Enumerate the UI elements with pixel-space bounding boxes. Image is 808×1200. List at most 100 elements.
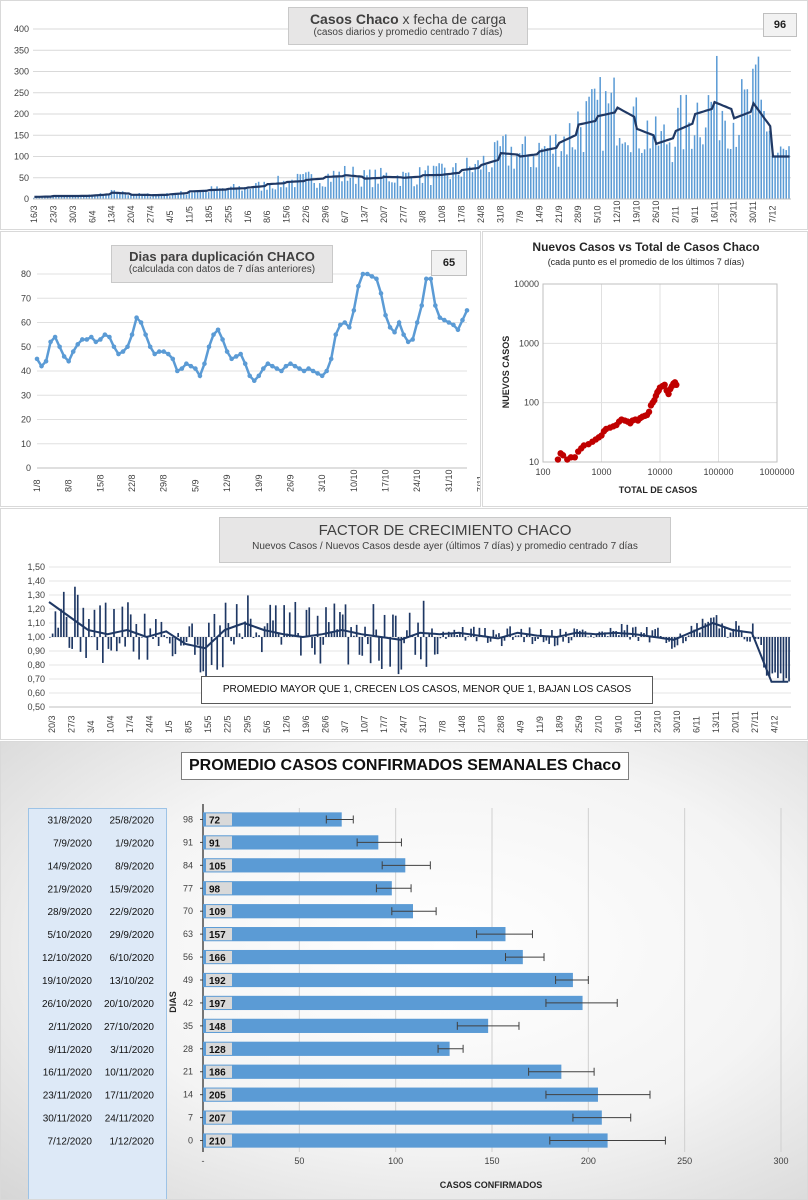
daily-case-bar <box>760 99 762 199</box>
daily-case-bar <box>288 182 290 199</box>
doubling-days-point <box>433 303 438 308</box>
daily-factor-bar <box>615 631 617 637</box>
doubling-days-title: Dias para duplicación CHACO <box>129 249 315 264</box>
daily-case-bar <box>621 143 624 199</box>
daily-factor-bar <box>135 624 138 637</box>
x-tick-label: 14/9 <box>534 205 544 223</box>
daily-case-bar <box>388 181 390 199</box>
x-tick-label: 18/9 <box>555 715 565 733</box>
daily-case-bar <box>377 183 379 199</box>
y-tick-label: 10 <box>529 457 539 467</box>
days-tick-label: 63 <box>183 929 193 939</box>
daily-case-bar <box>402 171 404 199</box>
daily-case-bar <box>96 195 99 199</box>
daily-case-bar <box>452 167 454 199</box>
daily-factor-bar <box>339 612 341 637</box>
daily-case-bar <box>307 171 310 199</box>
daily-case-bar <box>282 180 285 199</box>
doubling-days-point <box>57 344 62 350</box>
x-tick-label: 12/10 <box>612 200 622 223</box>
daily-factor-bar <box>548 637 550 644</box>
bar-value-label: 186 <box>209 1068 226 1079</box>
daily-case-bar <box>624 142 626 199</box>
daily-case-bar <box>271 188 274 199</box>
x-tick-label: 28/8 <box>496 715 506 733</box>
x-tick-label: 6/7 <box>340 210 350 223</box>
daily-factor-bar <box>456 635 458 637</box>
doubling-days-point <box>242 361 248 367</box>
daily-case-bar <box>424 170 427 199</box>
daily-case-bar <box>571 147 574 199</box>
doubling-days-point <box>301 368 307 374</box>
doubling-days-point <box>297 366 302 371</box>
daily-case-bar <box>649 148 651 199</box>
daily-case-bar <box>299 174 302 199</box>
y-tick-label: 0 <box>24 194 29 204</box>
daily-factor-bar <box>247 595 249 637</box>
daily-cases-panel: 0 50 100 150 200 250 300 350 400 16/3 23/3 30/3 6/4 1… <box>0 0 808 230</box>
daily-factor-bar <box>771 637 774 674</box>
value-label-box <box>206 1134 232 1147</box>
doubling-days-point <box>193 366 198 371</box>
daily-case-bar <box>566 154 568 199</box>
daily-factor-bar <box>732 628 735 637</box>
daily-factor-bar <box>255 632 258 637</box>
daily-cases-badge: 96 <box>763 13 797 37</box>
daily-factor-bar <box>160 621 163 637</box>
daily-case-bar <box>560 151 563 199</box>
daily-case-bar <box>368 169 371 199</box>
daily-factor-bar <box>291 636 294 637</box>
daily-factor-bar <box>587 636 590 638</box>
daily-case-bar <box>416 184 418 199</box>
y-tick-label: 1,00 <box>27 632 45 642</box>
daily-factor-bar <box>322 637 325 645</box>
y-tick-label: 0,50 <box>27 702 45 712</box>
daily-factor-bar <box>375 629 378 637</box>
daily-case-bar <box>641 152 643 199</box>
doubling-days-point <box>188 363 194 369</box>
daily-factor-bar <box>378 637 380 661</box>
doubling-days-point <box>120 349 126 354</box>
x-tick-label: 250 <box>677 1156 692 1166</box>
new-vs-total-subtitle: (cada punto es el promedio de los último… <box>547 257 745 267</box>
daily-factor-bar <box>62 591 65 637</box>
daily-case-bar <box>557 166 560 199</box>
x-tick-label: 10/7 <box>359 715 369 733</box>
y-tick-label: 0,80 <box>27 660 45 670</box>
doubling-days-point <box>315 371 320 376</box>
daily-case-bar <box>541 148 543 199</box>
daily-case-bar <box>724 120 726 199</box>
new-vs-total-ylabel: NUEVOS CASOS <box>501 335 511 409</box>
daily-case-bar <box>113 190 116 199</box>
daily-case-bar <box>46 196 49 199</box>
daily-case-bar <box>563 136 565 199</box>
daily-factor-bar <box>76 594 79 637</box>
daily-factor-bar <box>751 623 754 637</box>
doubling-days-point <box>184 361 189 367</box>
y-tick-label: 1,20 <box>27 604 45 614</box>
x-tick-label: 16/10 <box>633 710 643 733</box>
doubling-days-point <box>134 315 139 320</box>
daily-case-bar <box>357 176 360 199</box>
x-tick-label: 18/5 <box>204 205 214 223</box>
daily-case-bar <box>693 135 696 199</box>
daily-case-bar <box>141 194 143 199</box>
daily-factor-bar <box>693 629 696 637</box>
daily-factor-bar <box>495 634 497 637</box>
daily-factor-bar <box>537 637 539 640</box>
x-tick-label: 20/7 <box>379 205 389 223</box>
y-tick-label: 100 <box>14 152 29 162</box>
week-start-date: 25/8/2020 <box>110 815 155 826</box>
daily-factor-bar <box>651 630 654 637</box>
daily-case-bar <box>632 106 635 199</box>
doubling-days-point <box>66 359 71 364</box>
x-tick-label: 10000 <box>647 467 672 477</box>
daily-case-bar <box>516 153 518 199</box>
doubling-days-point <box>107 334 112 340</box>
daily-factor-bar <box>503 637 506 641</box>
daily-case-bar <box>718 140 721 199</box>
y-tick-label: 50 <box>21 342 31 352</box>
daily-case-bar <box>643 149 646 199</box>
daily-case-bar <box>613 77 615 199</box>
doubling-days-point <box>93 339 99 345</box>
